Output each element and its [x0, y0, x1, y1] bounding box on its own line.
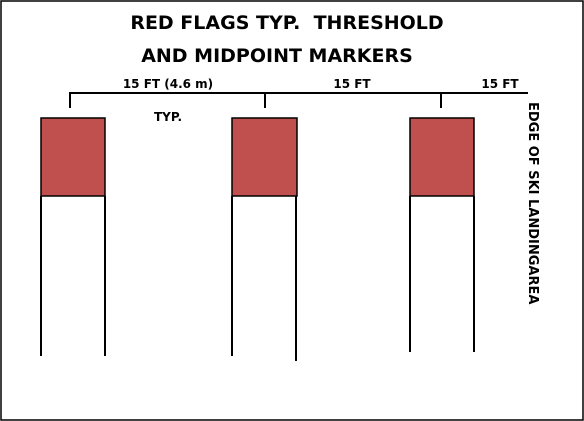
flag-cloth — [409, 117, 475, 197]
dimension-line — [69, 92, 528, 108]
edge-label: EDGE OF SKI LANDINGAREA — [525, 102, 540, 304]
flag — [409, 117, 475, 352]
dimension-label: 15 FT — [333, 77, 371, 91]
flag-cloth — [40, 117, 106, 197]
flag — [40, 117, 106, 356]
typ-label: TYP. — [154, 110, 182, 124]
dimension-label: 15 FT — [481, 77, 519, 91]
title-line-2: AND MIDPOINT MARKERS — [141, 45, 413, 67]
dimension-label: 15 FT (4.6 m) — [123, 77, 213, 91]
flag — [231, 117, 298, 361]
title-line-1: RED FLAGS TYP. THRESHOLD — [130, 12, 443, 34]
flag-cloth — [231, 117, 298, 197]
